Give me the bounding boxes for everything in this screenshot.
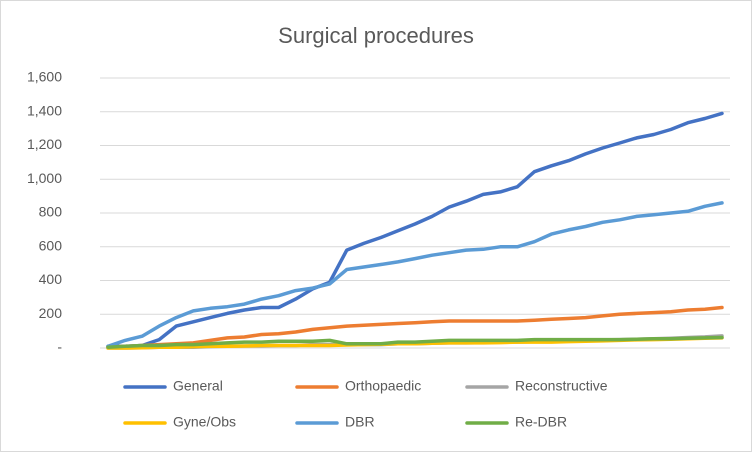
legend-label: Reconstructive bbox=[515, 378, 608, 394]
y-tick-label: 600 bbox=[39, 237, 63, 253]
y-tick-label: 200 bbox=[39, 305, 63, 321]
series-line bbox=[106, 335, 724, 349]
y-tick-label: 1,600 bbox=[27, 69, 62, 85]
y-tick-label: 1,200 bbox=[27, 136, 62, 152]
series-line bbox=[106, 305, 724, 349]
y-tick-label: 1,400 bbox=[27, 102, 62, 118]
y-tick-label: - bbox=[57, 339, 62, 355]
y-tick-label: 800 bbox=[39, 204, 63, 220]
legend-label: Gyne/Obs bbox=[173, 414, 236, 430]
chart-title: Surgical procedures bbox=[278, 23, 474, 48]
y-tick-label: 1,000 bbox=[27, 170, 62, 186]
series-line bbox=[106, 201, 724, 349]
legend-label: General bbox=[173, 378, 223, 394]
y-tick-label: 400 bbox=[39, 271, 63, 287]
legend-label: Re-DBR bbox=[515, 414, 567, 430]
series-line bbox=[106, 111, 724, 349]
legend-label: DBR bbox=[345, 414, 375, 430]
legend-label: Orthopaedic bbox=[345, 378, 421, 394]
